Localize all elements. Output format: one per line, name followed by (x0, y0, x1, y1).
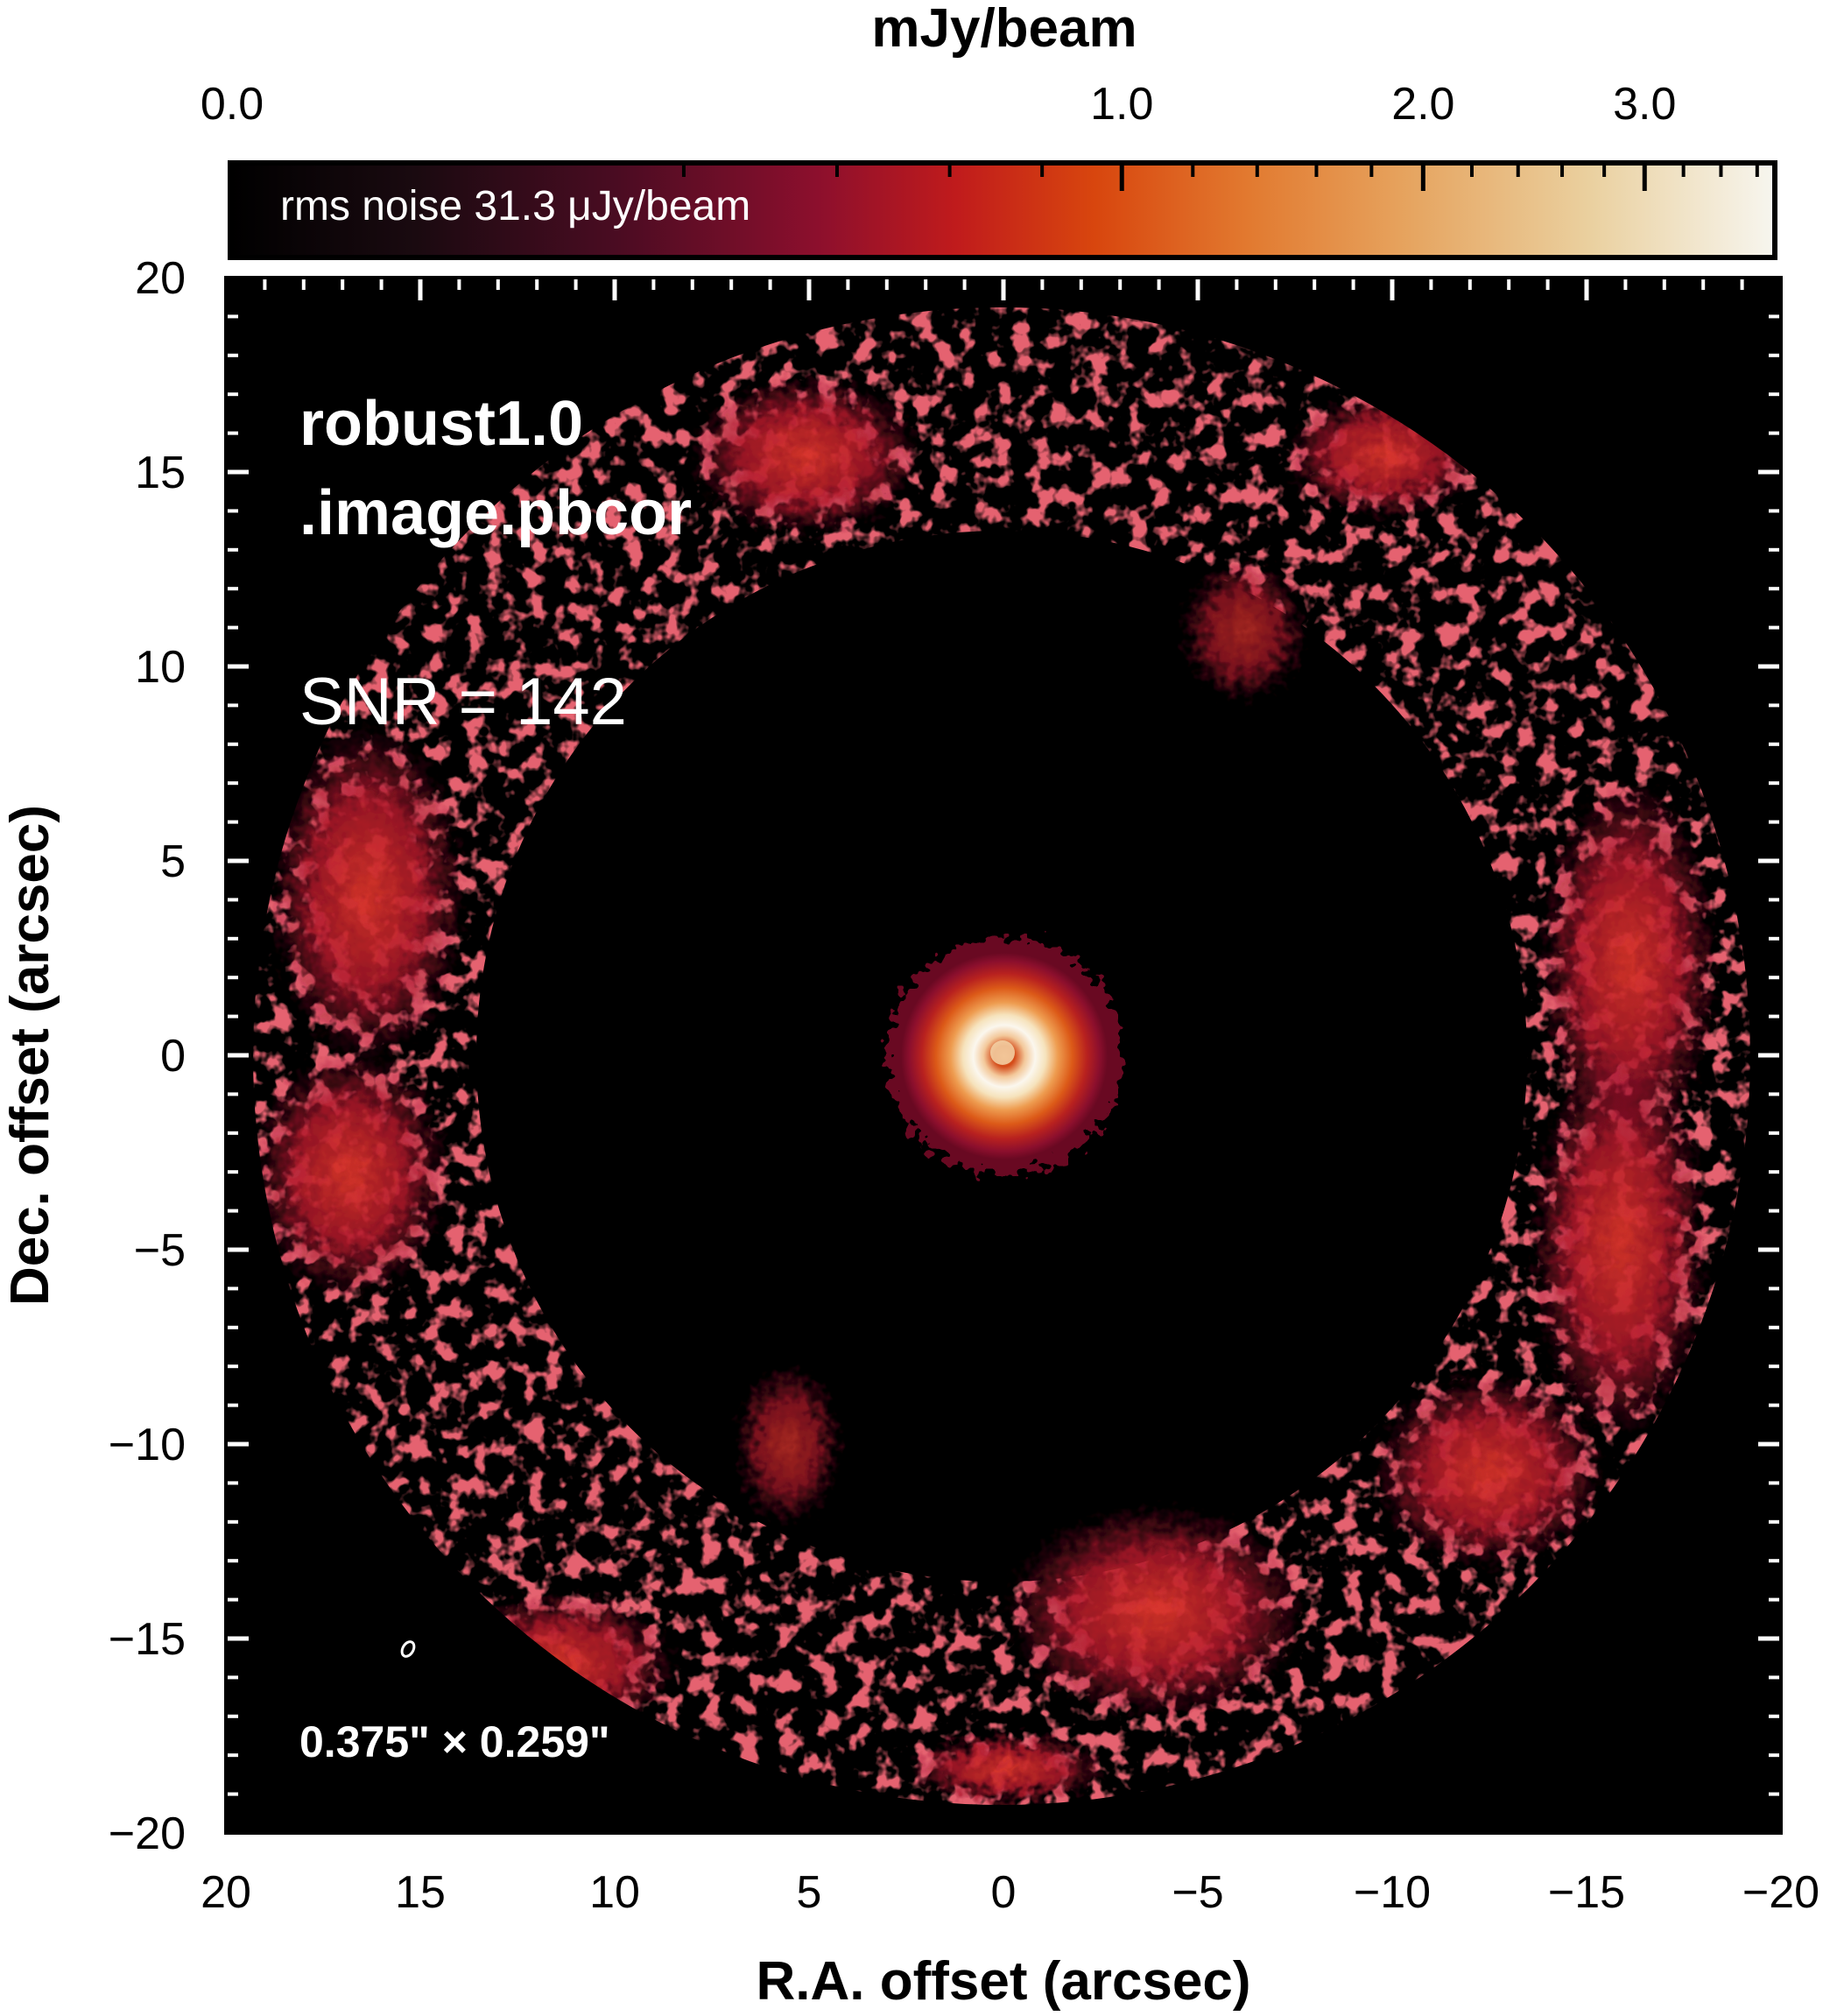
y-tick-label: −20 (109, 1808, 186, 1859)
image-frame (224, 276, 1783, 1835)
image-label-line1: robust1.0 (299, 389, 583, 459)
central-disk (886, 938, 1123, 1174)
x-tick-label: −20 (1742, 1867, 1819, 1918)
x-tick-label: 20 (201, 1867, 251, 1918)
image-panel: robust1.0 .image.pbcor SNR = 142 0.375" … (224, 276, 1783, 1835)
x-tick-label: 15 (395, 1867, 446, 1918)
colorbar-tick-label: 2.0 (1391, 79, 1454, 130)
y-tick-labels: 20 15 10 5 0 −5 −10 −15 −20 (109, 253, 186, 1859)
y-tick-label: −10 (109, 1420, 186, 1470)
y-tick-label: 20 (135, 253, 186, 304)
colorbar: mJy/beam 0.0 1.0 2.0 3.0 rms noise 31.3 μJy… (201, 0, 1777, 260)
x-tick-label: −15 (1548, 1867, 1625, 1918)
x-tick-label: 0 (991, 1867, 1017, 1918)
y-tick-label: 0 (160, 1031, 186, 1082)
x-tick-labels: 20 15 10 5 0 −5 −10 −15 −20 (201, 1867, 1819, 1918)
y-tick-label: 10 (135, 642, 186, 693)
beam-ellipse (400, 1640, 416, 1658)
x-axis-label: R.A. offset (arcsec) (756, 1951, 1250, 2012)
colorbar-title: mJy/beam (871, 0, 1137, 59)
colorbar-tick-labels: 0.0 1.0 2.0 3.0 (201, 79, 1677, 130)
y-axis-label: Dec. offset (arcsec) (0, 805, 60, 1306)
colorbar-noise-note: rms noise 31.3 μJy/beam (280, 183, 750, 229)
x-tick-label: 5 (797, 1867, 822, 1918)
colorbar-tick-label: 0.0 (201, 79, 264, 130)
colorbar-ticks (681, 163, 1759, 191)
snr-label: SNR = 142 (299, 665, 627, 739)
emission-patches (254, 377, 1716, 1804)
colorbar-gradient (228, 160, 1777, 260)
x-tick-label: −5 (1172, 1867, 1223, 1918)
x-tick-label: −10 (1354, 1867, 1431, 1918)
x-tick-label: 10 (589, 1867, 640, 1918)
y-tick-label: −15 (109, 1614, 186, 1665)
y-tick-label: 15 (135, 448, 186, 498)
y-tick-label: 5 (160, 836, 186, 887)
beam-size-label: 0.375" × 0.259" (299, 1717, 610, 1766)
image-label-line2: .image.pbcor (299, 478, 692, 548)
axis-ticks (226, 278, 1781, 1833)
colorbar-tick-label: 3.0 (1613, 79, 1676, 130)
y-tick-label: −5 (134, 1225, 186, 1276)
colorbar-tick-label: 1.0 (1090, 79, 1153, 130)
